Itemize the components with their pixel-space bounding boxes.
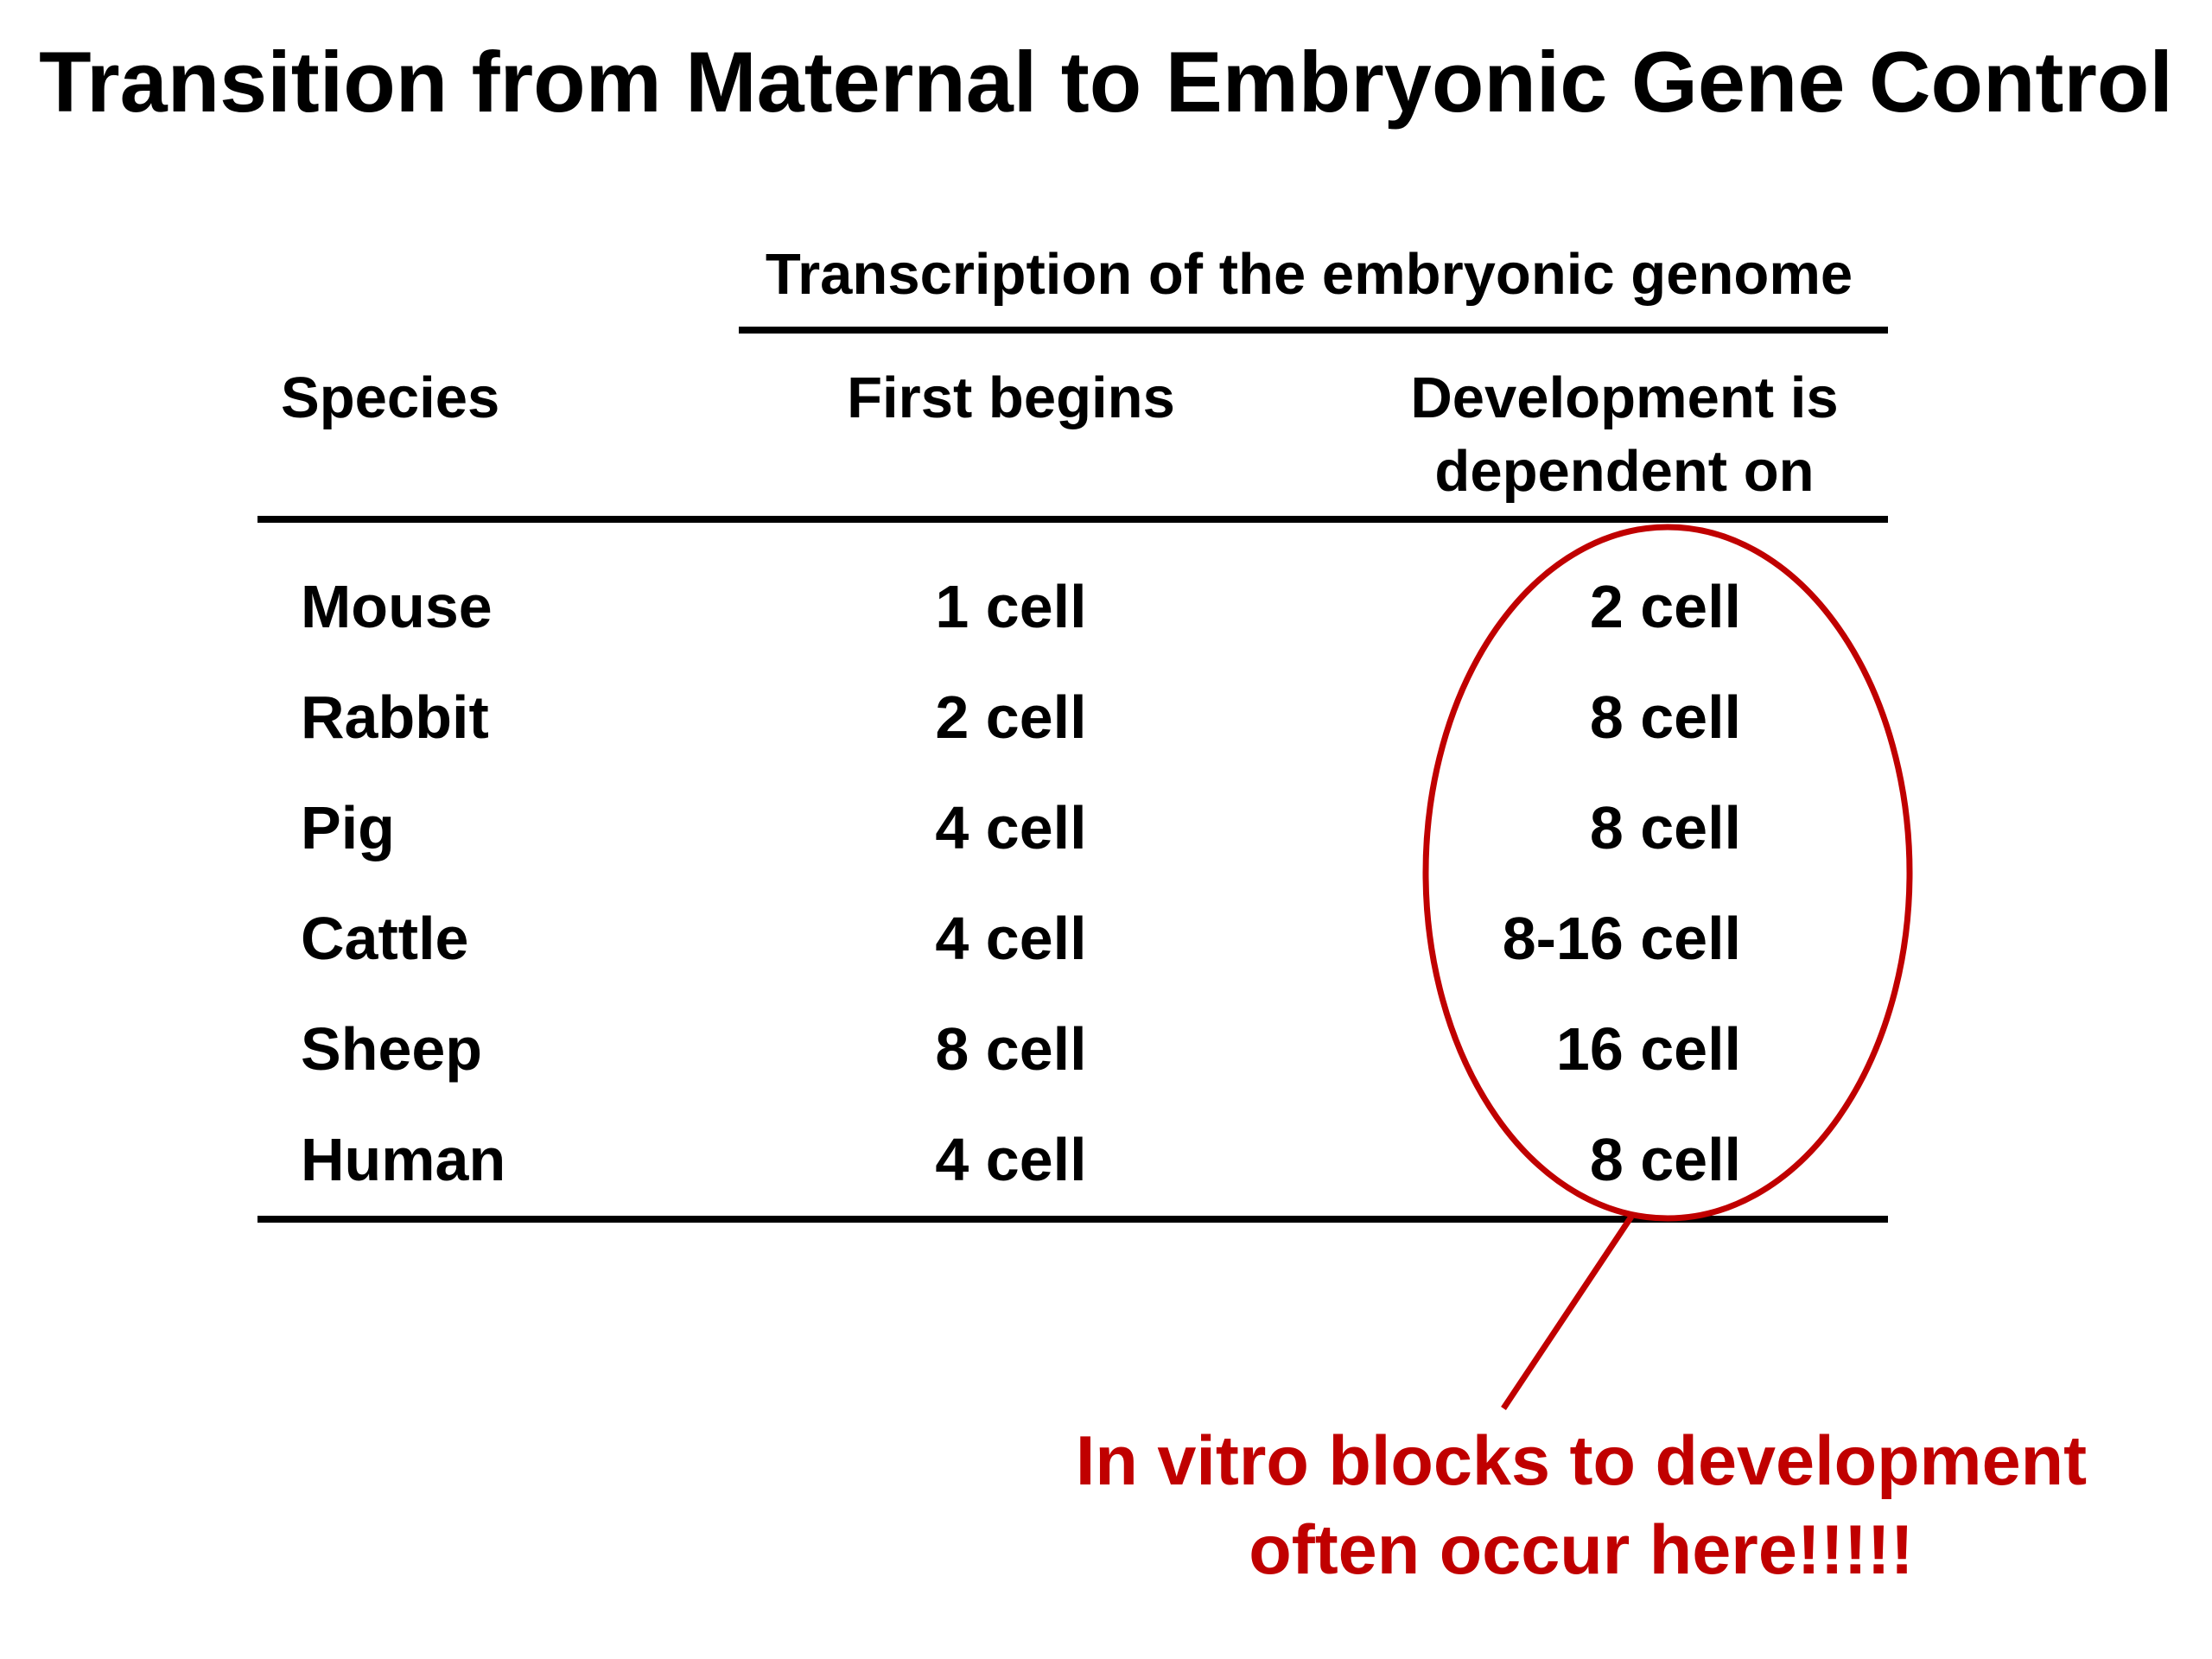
species-cell: Pig bbox=[301, 794, 395, 861]
species-cell: Rabbit bbox=[301, 683, 489, 751]
species-cell: Human bbox=[301, 1126, 506, 1193]
species-cell: Sheep bbox=[301, 1015, 483, 1083]
column-header-development-line1: Development is bbox=[1410, 365, 1839, 430]
callout-text: In vitro blocks to development often occ… bbox=[907, 1417, 2212, 1595]
species-cell: Mouse bbox=[301, 573, 493, 640]
dependent-on-cell: 16 cell bbox=[1555, 1015, 1741, 1083]
table-row: Cattle 4 cell 8-16 cell bbox=[0, 883, 2212, 994]
header-rule bbox=[257, 516, 1888, 523]
first-begins-cell: 4 cell bbox=[935, 1126, 1087, 1193]
first-begins-cell: 1 cell bbox=[935, 573, 1087, 640]
dependent-on-cell: 8 cell bbox=[1589, 1126, 1741, 1193]
column-header-development-line2: dependent on bbox=[1434, 439, 1815, 504]
group-header-rule bbox=[739, 327, 1888, 334]
dependent-on-cell: 2 cell bbox=[1589, 573, 1741, 640]
table-row: Sheep 8 cell 16 cell bbox=[0, 994, 2212, 1104]
species-cell: Cattle bbox=[301, 905, 469, 972]
first-begins-cell: 4 cell bbox=[935, 794, 1087, 861]
dependent-on-cell: 8-16 cell bbox=[1502, 905, 1741, 972]
first-begins-cell: 8 cell bbox=[935, 1015, 1087, 1083]
callout-pointer-line bbox=[1501, 1215, 1634, 1410]
highlight-ellipse bbox=[1422, 524, 1913, 1222]
table-row: Human 4 cell 8 cell bbox=[0, 1104, 2212, 1215]
table-row: Mouse 1 cell 2 cell bbox=[0, 551, 2212, 662]
column-group-header: Transcription of the embryonic genome bbox=[765, 242, 1853, 307]
dependent-on-cell: 8 cell bbox=[1589, 683, 1741, 751]
column-header-development: Development is dependent on bbox=[1313, 361, 1936, 508]
slide-title: Transition from Maternal to Embryonic Ge… bbox=[39, 34, 2173, 130]
table-row: Rabbit 2 cell 8 cell bbox=[0, 662, 2212, 772]
table-bottom-rule bbox=[257, 1216, 1888, 1223]
callout-line2: often occur here!!!!! bbox=[1249, 1511, 1914, 1589]
first-begins-cell: 4 cell bbox=[935, 905, 1087, 972]
column-header-first-begins: First begins bbox=[847, 365, 1175, 430]
dependent-on-cell: 8 cell bbox=[1589, 794, 1741, 861]
callout-line1: In vitro blocks to development bbox=[1075, 1422, 2088, 1500]
table-row: Pig 4 cell 8 cell bbox=[0, 772, 2212, 883]
column-header-species: Species bbox=[281, 365, 500, 430]
first-begins-cell: 2 cell bbox=[935, 683, 1087, 751]
